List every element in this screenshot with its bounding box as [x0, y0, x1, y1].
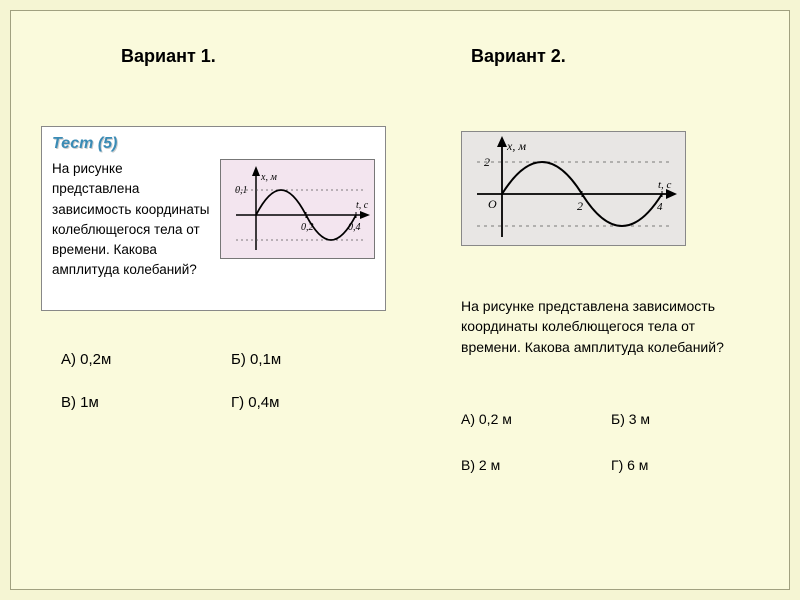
- graph1-svg: 0,1 x, м 0,2 0,4 t, с: [221, 160, 376, 260]
- svg-text:2: 2: [484, 155, 490, 169]
- answer-row: А) 0,2 м Б) 3 м: [461, 411, 741, 427]
- variant2-graph-card: 2 x, м O 2 4 t, с: [461, 131, 686, 246]
- test-label: Тест (5): [52, 135, 375, 153]
- slide-container: Вариант 1. Вариант 2. Тест (5) На рисунк…: [10, 10, 790, 590]
- answer-a: А) 0,2м: [61, 351, 231, 368]
- svg-text:4: 4: [657, 201, 663, 213]
- answer-g: Г) 0,4м: [231, 394, 279, 411]
- svg-text:x, м: x, м: [506, 139, 526, 153]
- svg-text:t, с: t, с: [356, 200, 369, 211]
- answer-v: В) 1м: [61, 394, 231, 411]
- graph2-svg: 2 x, м O 2 4 t, с: [462, 132, 687, 247]
- answer-v: В) 2 м: [461, 457, 611, 473]
- answer-row: В) 1м Г) 0,4м: [61, 394, 381, 411]
- svg-text:2: 2: [577, 199, 583, 213]
- variant1-card: Тест (5) На рисунке представлена зависим…: [41, 126, 386, 311]
- variant2-title: Вариант 2.: [471, 46, 566, 67]
- svg-text:0,2: 0,2: [301, 222, 314, 233]
- variant2-answers: А) 0,2 м Б) 3 м В) 2 м Г) 6 м: [461, 411, 741, 503]
- variant1-answers: А) 0,2м Б) 0,1м В) 1м Г) 0,4м: [61, 351, 381, 437]
- variant1-graph: 0,1 x, м 0,2 0,4 t, с: [220, 159, 375, 259]
- svg-text:O: O: [488, 197, 497, 211]
- variant2-question: На рисунке представлена зависимость коор…: [461, 296, 741, 357]
- svg-text:0,4: 0,4: [348, 222, 361, 233]
- svg-text:0,1: 0,1: [235, 185, 248, 196]
- answer-row: А) 0,2м Б) 0,1м: [61, 351, 381, 368]
- variant1-question: На рисунке представлена зависимость коор…: [52, 159, 210, 281]
- answer-g: Г) 6 м: [611, 457, 648, 473]
- variant1-title: Вариант 1.: [121, 46, 216, 67]
- answer-a: А) 0,2 м: [461, 411, 611, 427]
- svg-text:x, м: x, м: [260, 172, 277, 183]
- answer-b: Б) 3 м: [611, 411, 650, 427]
- svg-text:t, с: t, с: [658, 179, 672, 191]
- answer-row: В) 2 м Г) 6 м: [461, 457, 741, 473]
- variant1-body: На рисунке представлена зависимость коор…: [52, 159, 375, 281]
- answer-b: Б) 0,1м: [231, 351, 281, 368]
